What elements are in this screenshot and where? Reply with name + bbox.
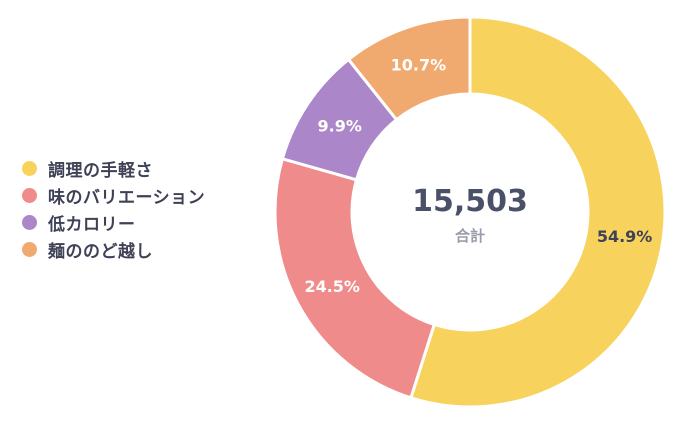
slice-labels: 54.9% 24.5% 9.9% 10.7% [304,55,652,296]
slice-value-label: 9.9% [318,116,362,135]
donut-slice-1[interactable] [409,15,667,409]
legend-swatch [22,187,37,203]
slice-value-label: 54.9% [597,227,653,246]
center-total: 15,503 [412,184,528,219]
center-caption: 合計 [454,227,485,245]
chart-legend: 調理の手軽さ味のバリエーション 低カロリー麺ののど越し [22,158,206,262]
donut-slices [273,15,667,409]
legend-item[interactable]: 麺ののど越し [22,239,205,262]
slice-value-label: 24.5% [304,277,360,296]
legend-swatch [22,241,37,257]
legend-swatch [22,214,37,230]
legend-item[interactable]: 低カロリー [22,212,205,235]
legend-swatch [22,160,37,176]
donut-slice-4[interactable] [346,15,472,122]
legend-label: 麺ののど越し [48,241,153,262]
legend-label: 低カロリー [48,214,136,235]
legend-label: 味のバリエーション [48,187,206,208]
donut-slice-2[interactable] [273,156,437,400]
legend-label: 調理の手軽さ [48,160,153,181]
slice-value-label: 10.7% [391,55,447,74]
legend-item[interactable]: 味のバリエーション [22,185,206,208]
legend-item[interactable]: 調理の手軽さ [22,158,205,181]
